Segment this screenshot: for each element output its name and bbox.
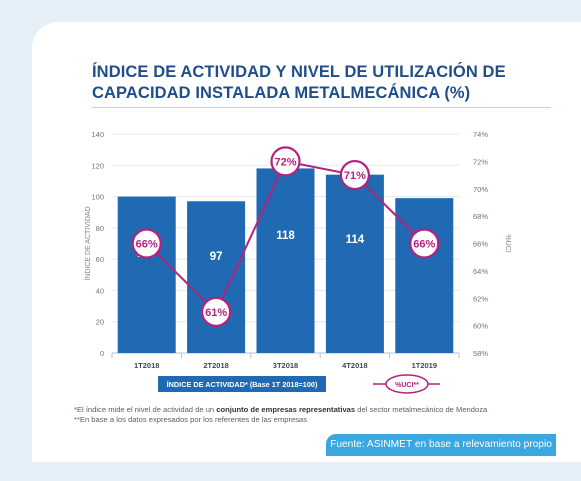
uci-value-label: 61% [205,307,227,319]
x-tick-label: 2T2018 [203,361,228,370]
y2-tick-label: 70% [473,185,488,194]
y-tick-label: 120 [91,161,104,170]
bar-value-label: 97 [210,251,223,263]
x-tick-label: 3T2018 [273,361,298,370]
y-tick-label: 0 [100,349,104,358]
bar-value-label: 118 [276,230,295,242]
axes: 0 20 40 60 80 100 120 140 58% 60% 62% 64% 66% 68% 70% 7… [83,130,511,370]
y-tick-label: 100 [91,193,104,202]
uci-point [409,228,440,259]
line-series: 66% 61% 72% 71% 66% [131,146,440,328]
uci-point [201,296,232,328]
x-tick-label: 1T2019 [412,361,437,370]
footnotes: *El índice mide el nivel de actividad de… [74,405,554,425]
bar [395,198,454,353]
legend-bar-swatch [158,376,326,392]
y-tick-label: 60 [96,255,104,264]
uci-point [339,159,370,191]
x-tick-label: 1T2018 [134,361,159,370]
y-tick-label: 20 [96,318,104,327]
uci-value-label: 66% [136,239,158,251]
y2-tick-label: 72% [473,157,488,166]
legend-line-marker [385,374,429,394]
y2-tick-label: 64% [473,267,488,276]
y-axis-title: ÍNDICE DE ACTIVIDAD [83,206,92,280]
y-tick-label: 40 [96,286,104,295]
footnote-1-text: *El índice mide el nivel de actividad de… [74,405,217,414]
legend-bar-label: ÍNDICE DE ACTIVIDAD* (Base 1T 2018=100) [167,380,318,389]
y2-tick-label: 66% [473,240,488,249]
y2-tick-label: 68% [473,212,488,221]
y2-tick-label: 58% [473,349,488,358]
footnote-1: *El índice mide el nivel de actividad de… [74,405,554,415]
footnote-2: **En base a los datos expresados por los… [74,415,308,424]
page-title: ÍNDICE DE ACTIVIDAD Y NIVEL DE UTILIZACI… [92,62,532,104]
footnote-1-bold: conjunto de empresas representativas [216,405,356,414]
uci-point [131,228,162,259]
bar [256,168,315,353]
bar [325,174,384,353]
bar [117,196,176,353]
x-tick-label: 4T2018 [342,361,367,370]
uci-value-label: 66% [413,239,435,251]
title-line-2: CAPACIDAD INSTALADA METALMECÁNICA (%) [92,84,471,102]
title-divider [92,107,551,108]
y-tick-label: 80 [96,224,104,233]
uci-point [270,146,301,177]
footnote-1-suffix: del sector metalmecánico de Mendoza [355,405,488,414]
y2-axis-title: %UCI [504,234,511,252]
title-line-1: ÍNDICE DE ACTIVIDAD Y NIVEL DE UTILIZACI… [92,63,506,81]
y2-tick-label: 60% [473,322,488,331]
uci-value-label: 72% [274,156,296,168]
legend-line-label: %UCI** [395,382,419,389]
y2-tick-label: 62% [473,294,488,303]
bar [187,201,246,353]
source-banner: Fuente: ASINMET en base a relevamiento p… [326,434,556,456]
legend: ÍNDICE DE ACTIVIDAD* (Base 1T 2018=100)%… [158,374,440,394]
uci-value-label: 71% [344,170,366,182]
bar-value-label: 114 [346,234,365,246]
y2-tick-label: 74% [473,130,488,139]
y-tick-label: 140 [91,130,104,139]
